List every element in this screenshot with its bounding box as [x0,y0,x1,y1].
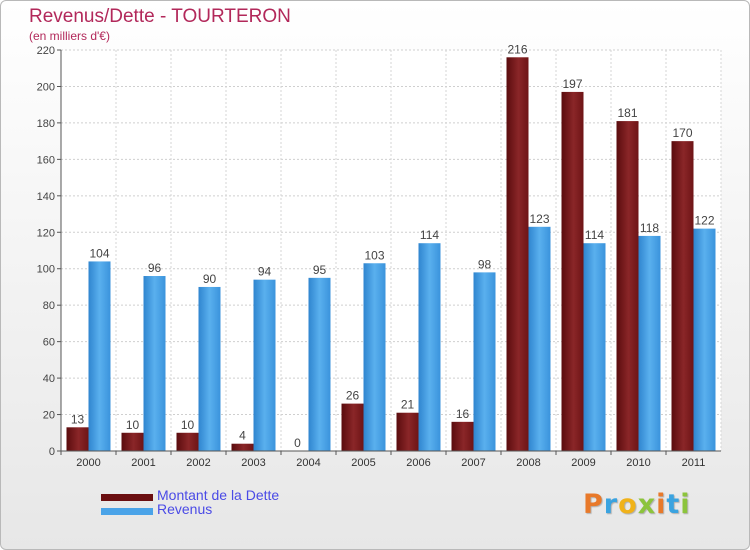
y-tick-label: 160 [37,154,55,166]
x-tick-label: 2005 [351,457,375,469]
bar-revenue [308,277,331,451]
y-tick-label: 100 [37,264,55,276]
x-tick-label: 2011 [682,457,706,469]
data-label-revenue: 123 [529,212,549,226]
x-tick-label: 2008 [516,457,540,469]
data-label-debt: 170 [672,126,692,140]
bar-revenue [363,263,386,451]
data-label-debt: 16 [456,407,470,421]
data-label-revenue: 114 [420,228,439,242]
data-label-debt: 10 [126,418,140,432]
bar-debt [231,443,254,451]
y-tick-label: 220 [37,45,55,57]
x-tick-label: 2006 [406,457,430,469]
data-label-revenue: 95 [313,263,327,277]
x-tick-label: 2003 [241,457,265,469]
bar-debt [506,57,529,452]
chart-title: Revenus/Dette - TOURTERON [29,6,291,27]
data-label-revenue: 94 [258,265,272,279]
legend-swatch-debt [101,494,153,501]
data-label-revenue: 114 [585,228,604,242]
data-label-revenue: 104 [89,246,109,260]
bar-revenue [88,261,111,451]
x-tick-label: 2000 [76,457,100,469]
bar-debt [176,432,199,451]
bar-chart: 13 104 10 96 10 90 4 94 0 95 26 103 21 114 16 98 216 123 1… [37,42,722,469]
y-tick-label: 180 [37,118,55,130]
bar-debt [671,141,694,452]
y-tick-label: 0 [49,446,55,458]
data-label-revenue: 90 [203,272,217,286]
bar-debt [616,121,639,451]
data-label-debt: 197 [562,77,582,91]
proxiti-logo: Proxiti [583,489,691,520]
data-label-debt: 0 [294,436,301,450]
bar-debt [396,412,419,451]
x-tick-label: 2001 [131,457,155,469]
data-label-debt: 216 [507,42,527,56]
data-label-revenue: 122 [694,214,714,228]
y-tick-label: 60 [43,337,55,349]
x-tick-label: 2002 [186,457,210,469]
data-label-debt: 13 [71,412,85,426]
data-label-revenue: 118 [640,221,659,235]
y-tick-label: 20 [43,410,55,422]
y-tick-label: 200 [37,81,55,93]
bar-revenue [583,243,606,451]
data-label-revenue: 103 [364,248,384,262]
data-label-debt: 10 [181,418,195,432]
chart-subtitle: (en milliers d'€) [29,29,110,43]
data-label-debt: 181 [617,106,637,120]
data-label-revenue: 96 [148,261,162,275]
bar-revenue [638,235,661,451]
x-tick-label: 2009 [571,457,595,469]
bar-debt [561,91,584,451]
data-label-revenue: 98 [478,257,492,271]
x-tick-label: 2010 [626,457,650,469]
bar-revenue [198,286,221,451]
x-tick-label: 2007 [461,457,485,469]
y-tick-label: 140 [37,191,55,203]
bar-debt [451,421,474,451]
data-label-debt: 21 [401,398,415,412]
x-tick-label: 2004 [296,457,320,469]
legend-label-revenue: Revenus [157,501,213,517]
data-label-debt: 26 [346,389,360,403]
bar-revenue [418,243,441,451]
data-label-debt: 4 [239,429,246,443]
bar-revenue [143,276,166,451]
y-tick-label: 40 [43,373,55,385]
bar-debt [341,403,364,451]
y-tick-label: 80 [43,300,55,312]
legend-label-debt: Montant de la Dette [157,487,280,503]
bar-revenue [473,272,496,451]
bar-revenue [253,279,276,451]
bar-revenue [528,226,551,451]
y-tick-label: 120 [37,227,55,239]
bar-debt [66,427,89,451]
bar-revenue [693,228,716,451]
bar-debt [121,432,144,451]
legend-swatch-revenue [101,508,153,515]
